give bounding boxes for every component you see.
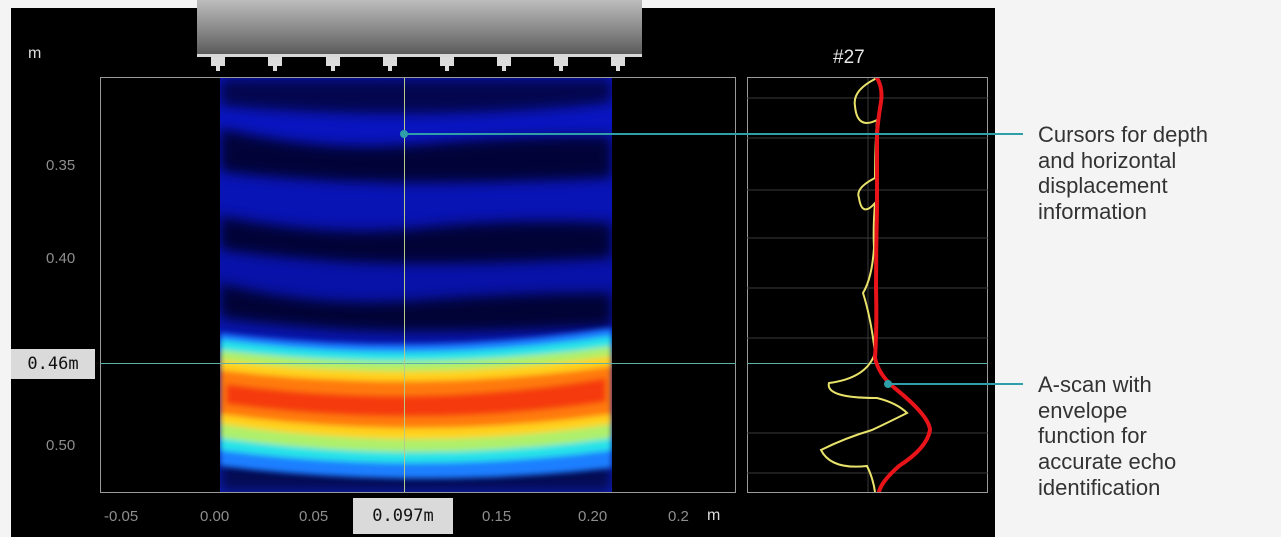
ascan-signal xyxy=(819,78,909,492)
horizontal-cursor-label[interactable]: 0.097m xyxy=(353,498,453,534)
ascan-plot xyxy=(747,78,988,492)
transducer-probe xyxy=(197,0,642,57)
ascan-title: #27 xyxy=(833,47,865,68)
callout-cursors: Cursors for depth and horizontal displac… xyxy=(1038,122,1208,225)
probe-element xyxy=(383,57,397,71)
x-tick-label: 0.05 xyxy=(299,508,329,525)
horizontal-cursor-line[interactable] xyxy=(404,78,405,492)
bscan-image xyxy=(220,78,612,492)
y-tick-label: 0.40 xyxy=(46,250,76,267)
probe-element xyxy=(211,57,225,71)
ascan-plot-frame xyxy=(747,77,988,493)
depth-cursor-label[interactable]: 0.46m xyxy=(11,349,95,379)
y-tick-label: 0.50 xyxy=(46,437,76,454)
probe-element xyxy=(268,57,282,71)
y-tick-label: 0.35 xyxy=(46,157,76,174)
envelope-curve xyxy=(872,78,933,492)
x-tick-label: 0.20 xyxy=(578,508,608,525)
x-axis-unit: m xyxy=(707,507,721,524)
depth-cursor-line[interactable] xyxy=(100,363,736,364)
callout-ascan: A-scan with envelope function for accura… xyxy=(1038,372,1177,500)
probe-element xyxy=(440,57,454,71)
x-tick-label: 0.00 xyxy=(200,508,230,525)
bscan-plot-frame xyxy=(100,77,736,493)
x-tick-label: -0.05 xyxy=(104,508,139,525)
y-axis-unit: m xyxy=(28,45,42,62)
probe-element xyxy=(554,57,568,71)
x-tick-label: 0.15 xyxy=(482,508,512,525)
probe-element xyxy=(497,57,511,71)
probe-element xyxy=(326,57,340,71)
x-tick-label: 0.2 xyxy=(668,508,689,525)
probe-element xyxy=(611,57,625,71)
